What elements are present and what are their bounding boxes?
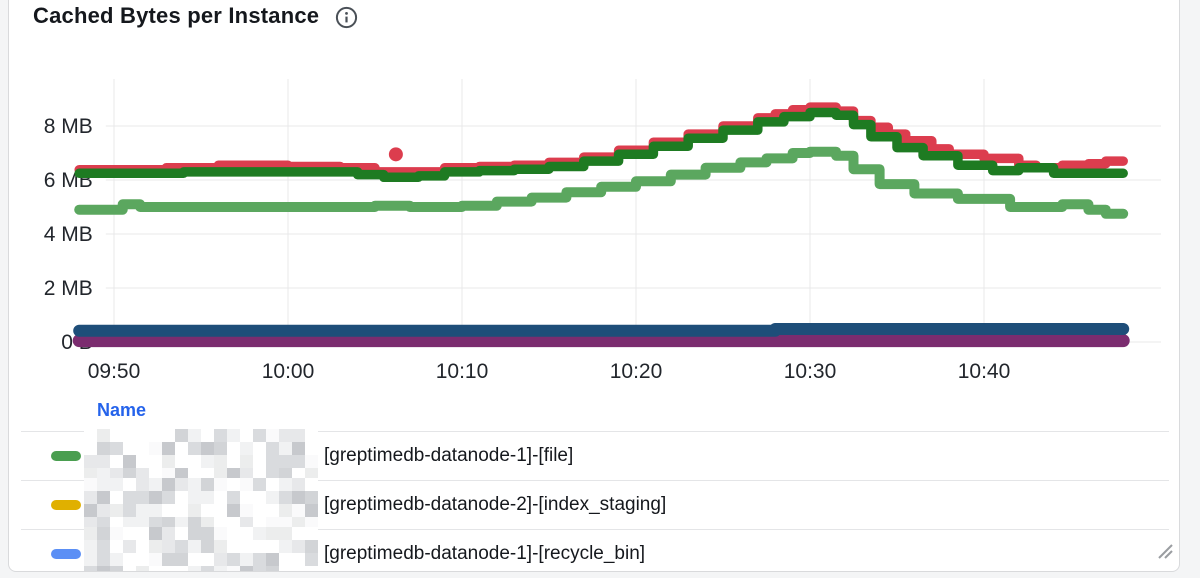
outlier-point <box>388 147 403 162</box>
legend-row[interactable]: [greptimedb-datanode-2]-[index_staging] <box>21 478 1169 532</box>
series-color-pill <box>51 549 81 559</box>
x-axis-tick-label: 09:50 <box>88 360 141 383</box>
redacted-name-prefix <box>84 429 318 483</box>
legend-row-label: [greptimedb-datanode-2]-[index_staging] <box>324 494 667 515</box>
series-light-green-file <box>74 146 1129 219</box>
x-axis-tick-label: 10:10 <box>436 360 489 383</box>
series-color-pill <box>51 451 81 461</box>
info-icon[interactable] <box>335 6 358 29</box>
x-axis-tick-label: 10:40 <box>958 360 1011 383</box>
panel-header: Cached Bytes per Instance <box>33 3 358 29</box>
legend-row[interactable]: [greptimedb-datanode-1]-[file] <box>21 429 1169 483</box>
legend-row-label: [greptimedb-datanode-1]-[file] <box>324 445 574 466</box>
series-dark-green <box>74 107 1128 183</box>
redacted-name-prefix <box>84 478 318 532</box>
panel-title[interactable]: Cached Bytes per Instance <box>33 3 320 28</box>
y-axis-tick-label: 8 MB <box>44 115 93 138</box>
y-axis-tick-label: 2 MB <box>44 277 93 300</box>
legend-row[interactable]: [greptimedb-datanode-1]-[recycle_bin] <box>21 527 1169 571</box>
redacted-name-prefix <box>84 527 318 571</box>
x-axis-tick-label: 10:30 <box>784 360 837 383</box>
series-color-pill <box>51 500 81 510</box>
series-navy-recycle-bin <box>73 323 1130 337</box>
legend-rows: [greptimedb-datanode-1]-[file] [greptimed… <box>21 429 1169 571</box>
legend-name-header[interactable]: Name <box>97 399 147 420</box>
y-axis-tick-label: 4 MB <box>44 223 93 246</box>
legend-table: Name [greptimedb-datanode-1]-[file] [grep… <box>21 389 1169 571</box>
x-axis-tick-label: 10:20 <box>610 360 663 383</box>
legend-header-row: Name <box>21 389 1169 431</box>
x-axis-tick-label: 10:00 <box>262 360 315 383</box>
resize-handle-icon[interactable] <box>1156 542 1174 565</box>
legend-row-label: [greptimedb-datanode-1]-[recycle_bin] <box>324 543 646 564</box>
